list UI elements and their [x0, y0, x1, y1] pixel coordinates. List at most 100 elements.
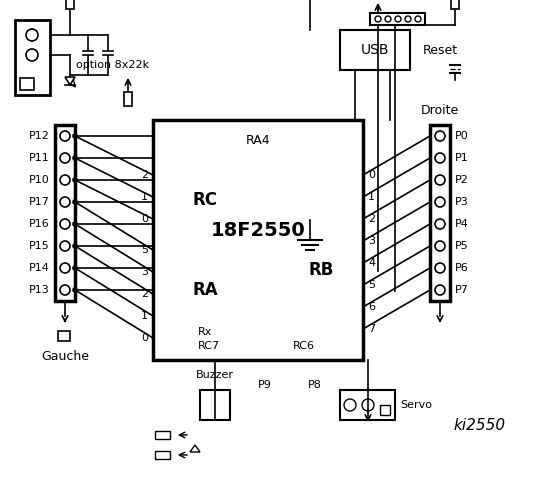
Circle shape: [60, 175, 70, 185]
Circle shape: [73, 244, 77, 248]
Circle shape: [73, 156, 77, 160]
Circle shape: [435, 153, 445, 163]
Text: P14: P14: [29, 263, 50, 273]
Bar: [340, 30, 410, 70]
Text: 18F2550: 18F2550: [211, 220, 305, 240]
Circle shape: [362, 399, 374, 411]
Polygon shape: [190, 445, 200, 452]
Text: 0: 0: [368, 170, 375, 180]
Bar: [155, 431, 170, 439]
Circle shape: [395, 16, 401, 22]
Text: Servo: Servo: [400, 400, 432, 410]
Circle shape: [73, 200, 77, 204]
Circle shape: [435, 285, 445, 295]
Circle shape: [73, 266, 77, 270]
Circle shape: [60, 131, 70, 141]
Text: P15: P15: [29, 241, 50, 251]
Text: 2: 2: [141, 289, 148, 299]
Text: Buzzer: Buzzer: [196, 370, 234, 380]
Text: P2: P2: [455, 175, 469, 185]
Circle shape: [73, 134, 77, 138]
Bar: [15, 20, 50, 95]
Text: 5: 5: [141, 245, 148, 255]
Bar: [155, 451, 170, 459]
Text: 2: 2: [141, 170, 148, 180]
Text: P16: P16: [29, 219, 50, 229]
Bar: [58, 331, 70, 341]
Text: 7: 7: [368, 324, 375, 334]
Circle shape: [435, 175, 445, 185]
Bar: [370, 13, 425, 25]
Text: 5: 5: [368, 280, 375, 290]
Text: RB: RB: [308, 261, 333, 279]
Circle shape: [26, 29, 38, 41]
Text: P3: P3: [455, 197, 469, 207]
Circle shape: [385, 16, 391, 22]
Circle shape: [60, 263, 70, 273]
Bar: [430, 125, 450, 301]
Bar: [124, 92, 132, 106]
Bar: [200, 390, 230, 420]
Text: 0: 0: [141, 214, 148, 224]
Text: P0: P0: [455, 131, 469, 141]
Circle shape: [435, 197, 445, 207]
Circle shape: [73, 178, 77, 182]
Circle shape: [60, 241, 70, 251]
Text: USB: USB: [361, 43, 389, 57]
Text: P9: P9: [258, 380, 272, 390]
Text: 4: 4: [368, 258, 375, 268]
Text: Gauche: Gauche: [41, 349, 89, 362]
Circle shape: [344, 399, 356, 411]
Text: P7: P7: [455, 285, 469, 295]
Bar: [380, 405, 390, 415]
Text: P12: P12: [29, 131, 50, 141]
Text: P13: P13: [29, 285, 50, 295]
Text: RA4: RA4: [246, 133, 270, 146]
Text: 3: 3: [368, 236, 375, 246]
Text: Reset: Reset: [422, 44, 457, 57]
Circle shape: [60, 285, 70, 295]
Text: Rx: Rx: [198, 327, 212, 337]
Circle shape: [435, 219, 445, 229]
Text: P10: P10: [29, 175, 50, 185]
Circle shape: [415, 16, 421, 22]
Circle shape: [26, 49, 38, 61]
Bar: [66, 0, 74, 9]
Circle shape: [435, 131, 445, 141]
Circle shape: [435, 241, 445, 251]
Circle shape: [60, 153, 70, 163]
Bar: [340, 390, 395, 420]
Polygon shape: [65, 77, 75, 85]
Circle shape: [405, 16, 411, 22]
Circle shape: [60, 219, 70, 229]
Text: 2: 2: [368, 214, 375, 224]
Bar: [55, 125, 75, 301]
Text: P17: P17: [29, 197, 50, 207]
Bar: [451, 0, 459, 9]
Text: P5: P5: [455, 241, 469, 251]
Text: RC7: RC7: [198, 341, 220, 351]
Text: P8: P8: [308, 380, 322, 390]
Text: P6: P6: [455, 263, 469, 273]
Text: RC: RC: [193, 191, 218, 209]
Circle shape: [73, 288, 77, 292]
Text: 1: 1: [141, 311, 148, 321]
Circle shape: [73, 222, 77, 226]
Text: option 8x22k: option 8x22k: [76, 60, 149, 70]
Text: P1: P1: [455, 153, 469, 163]
Text: 6: 6: [368, 302, 375, 312]
Text: 1: 1: [368, 192, 375, 202]
Circle shape: [60, 197, 70, 207]
Text: 3: 3: [141, 267, 148, 277]
Text: RA: RA: [193, 281, 218, 299]
Text: ki2550: ki2550: [454, 418, 506, 432]
Bar: [153, 120, 363, 360]
Text: P11: P11: [29, 153, 50, 163]
Text: 0: 0: [141, 333, 148, 343]
Circle shape: [375, 16, 381, 22]
Circle shape: [435, 263, 445, 273]
Text: P4: P4: [455, 219, 469, 229]
Text: Droite: Droite: [421, 104, 459, 117]
Bar: [20, 78, 34, 90]
Text: RC6: RC6: [293, 341, 315, 351]
